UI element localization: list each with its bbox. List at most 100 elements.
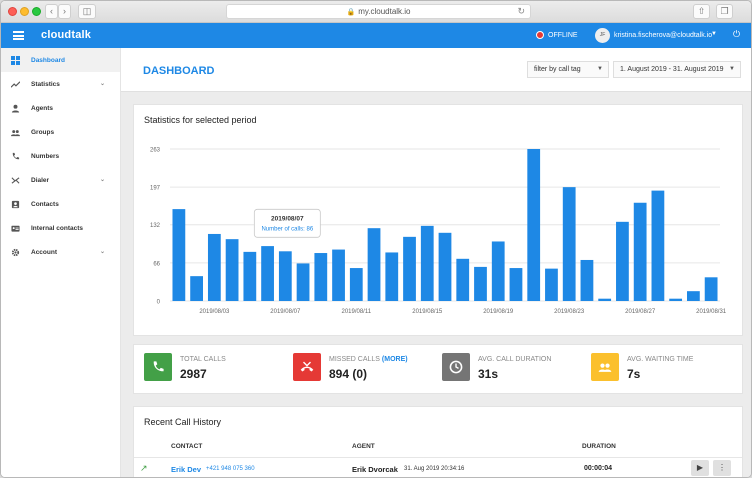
bar[interactable] [243, 251, 257, 301]
bar[interactable] [225, 239, 239, 301]
bar[interactable] [332, 249, 345, 301]
bar[interactable] [420, 225, 434, 301]
bar[interactable] [190, 276, 203, 301]
avg-call-duration-value: 31s [478, 367, 499, 381]
bar[interactable] [704, 277, 718, 301]
bar[interactable] [651, 190, 665, 301]
history-title: Recent Call History [144, 417, 222, 427]
sidebar-item-numbers[interactable]: Numbers [1, 144, 120, 168]
power-icon[interactable]: ⏻ [733, 29, 741, 39]
y-tick-label: 263 [150, 148, 161, 154]
call-tag-filter[interactable]: filter by call tag ▼ [527, 61, 609, 78]
reload-icon[interactable]: ↻ [517, 6, 525, 16]
calls-bar-chart[interactable]: 0 66 132 197 263 2019/08/03 2019/08/07 2019/08/… [134, 105, 744, 337]
address-bar[interactable]: 🔒 my.cloudtalk.io ↻ [226, 4, 531, 19]
bar[interactable] [438, 232, 452, 301]
missed-calls-more-link[interactable]: (MORE) [381, 356, 408, 363]
menu-icon[interactable] [13, 31, 24, 40]
call-datetime: 31. Aug 2019 20:34:16 [404, 466, 465, 472]
bar[interactable] [633, 202, 647, 301]
share-icon[interactable]: ⇧ [693, 4, 710, 19]
column-header-agent[interactable]: AGENT [352, 443, 375, 450]
sidebar-item-label: Dashboard [31, 56, 65, 64]
table-row[interactable]: ↗ Erik Dev +421 948 075 360 Erik Dvorcak… [134, 458, 742, 477]
phone-icon [144, 353, 172, 381]
bar[interactable] [545, 268, 558, 301]
contact-name[interactable]: Erik Dev [171, 465, 202, 474]
bar[interactable] [367, 228, 381, 301]
avg-call-duration-stat: AVG. CALL DURATION 31s [442, 353, 592, 385]
missed-call-icon [293, 353, 321, 381]
close-window-button[interactable] [8, 7, 17, 16]
total-calls-value: 2987 [180, 367, 207, 381]
avg-waiting-time-stat: AVG. WAITING TIME 7s [591, 353, 741, 385]
sidebar-item-groups[interactable]: Groups [1, 120, 120, 144]
app-header: cloudtalk OFFLINE JF kristina.fischerova… [1, 23, 751, 48]
call-duration: 00:00:04 [584, 465, 613, 472]
app-logo[interactable]: cloudtalk [41, 29, 92, 41]
chart-tooltip [253, 208, 321, 238]
back-icon[interactable]: ‹ [45, 4, 58, 19]
forward-icon[interactable]: › [58, 4, 71, 19]
bar[interactable] [474, 266, 487, 301]
id-card-icon [11, 224, 20, 233]
user-email[interactable]: kristina.fischerova@cloudtalk.io [614, 31, 713, 39]
clock-icon [442, 353, 470, 381]
bar[interactable] [207, 233, 221, 301]
bar[interactable] [278, 251, 292, 301]
zoom-window-button[interactable] [32, 7, 41, 16]
more-options-icon[interactable]: ⋮ [713, 460, 731, 476]
main-content: DASHBOARD filter by call tag ▼ 1. August… [121, 48, 751, 477]
sidebar-toggle-icon[interactable]: ◫ [78, 4, 96, 19]
x-tick-label: 2019/08/23 [554, 309, 585, 315]
chevron-down-icon[interactable]: ▼ [711, 31, 717, 37]
sidebar-item-dialer[interactable]: Dialer ⌄ [1, 168, 120, 192]
sidebar-item-internal-contacts[interactable]: Internal contacts [1, 216, 120, 240]
person-icon [11, 104, 20, 113]
people-icon [591, 353, 619, 381]
minimize-window-button[interactable] [20, 7, 29, 16]
bar[interactable] [403, 236, 416, 301]
tabs-icon[interactable]: ❐ [716, 4, 733, 19]
recent-call-history-card: Recent Call History CONTACT AGENT DURATI… [133, 406, 743, 477]
date-range-select[interactable]: 1. August 2019 - 31. August 2019 ▼ [613, 61, 741, 78]
bar[interactable] [261, 246, 274, 301]
contact-number[interactable]: +421 948 075 360 [206, 466, 255, 472]
sidebar-item-dashboard[interactable]: Dashboard [1, 48, 120, 72]
sidebar-item-agents[interactable]: Agents [1, 96, 120, 120]
x-tick-label: 2019/08/19 [483, 309, 514, 315]
bar[interactable] [616, 221, 629, 301]
bar[interactable] [509, 268, 523, 301]
column-header-contact[interactable]: CONTACT [171, 443, 203, 450]
sidebar-item-contacts[interactable]: Contacts [1, 192, 120, 216]
bar[interactable] [172, 209, 186, 301]
chevron-down-icon: ▼ [597, 66, 603, 72]
sidebar-item-label: Internal contacts [31, 224, 84, 232]
bar[interactable] [491, 241, 505, 301]
avg-waiting-time-label: AVG. WAITING TIME [627, 356, 694, 363]
bar[interactable] [562, 187, 576, 301]
column-header-duration[interactable]: DURATION [582, 443, 616, 450]
avatar[interactable]: JF [595, 28, 610, 43]
x-tick-label: 2019/08/11 [341, 309, 371, 315]
sidebar-item-account[interactable]: Account ⌄ [1, 240, 120, 264]
bar[interactable] [385, 252, 399, 301]
play-recording-button[interactable]: ▶ [691, 460, 709, 476]
bar[interactable] [296, 263, 310, 301]
missed-calls-label-text: MISSED CALLS [329, 356, 380, 363]
bar[interactable] [687, 291, 700, 301]
bar[interactable] [349, 268, 363, 301]
bar[interactable] [456, 258, 470, 301]
bar[interactable] [314, 253, 328, 301]
x-tick-label: 2019/08/07 [270, 309, 301, 315]
bar[interactable] [598, 298, 612, 301]
dashboard-icon [11, 55, 20, 65]
status-toggle[interactable]: OFFLINE [536, 31, 578, 39]
chevron-down-icon: ⌄ [99, 81, 105, 87]
bar[interactable] [580, 259, 594, 301]
bar[interactable] [669, 298, 683, 301]
sidebar-item-statistics[interactable]: Statistics ⌄ [1, 72, 120, 96]
trending-icon [11, 80, 20, 89]
sidebar: Dashboard Statistics ⌄ Agents Groups Num… [1, 48, 121, 477]
bar[interactable] [527, 149, 541, 301]
